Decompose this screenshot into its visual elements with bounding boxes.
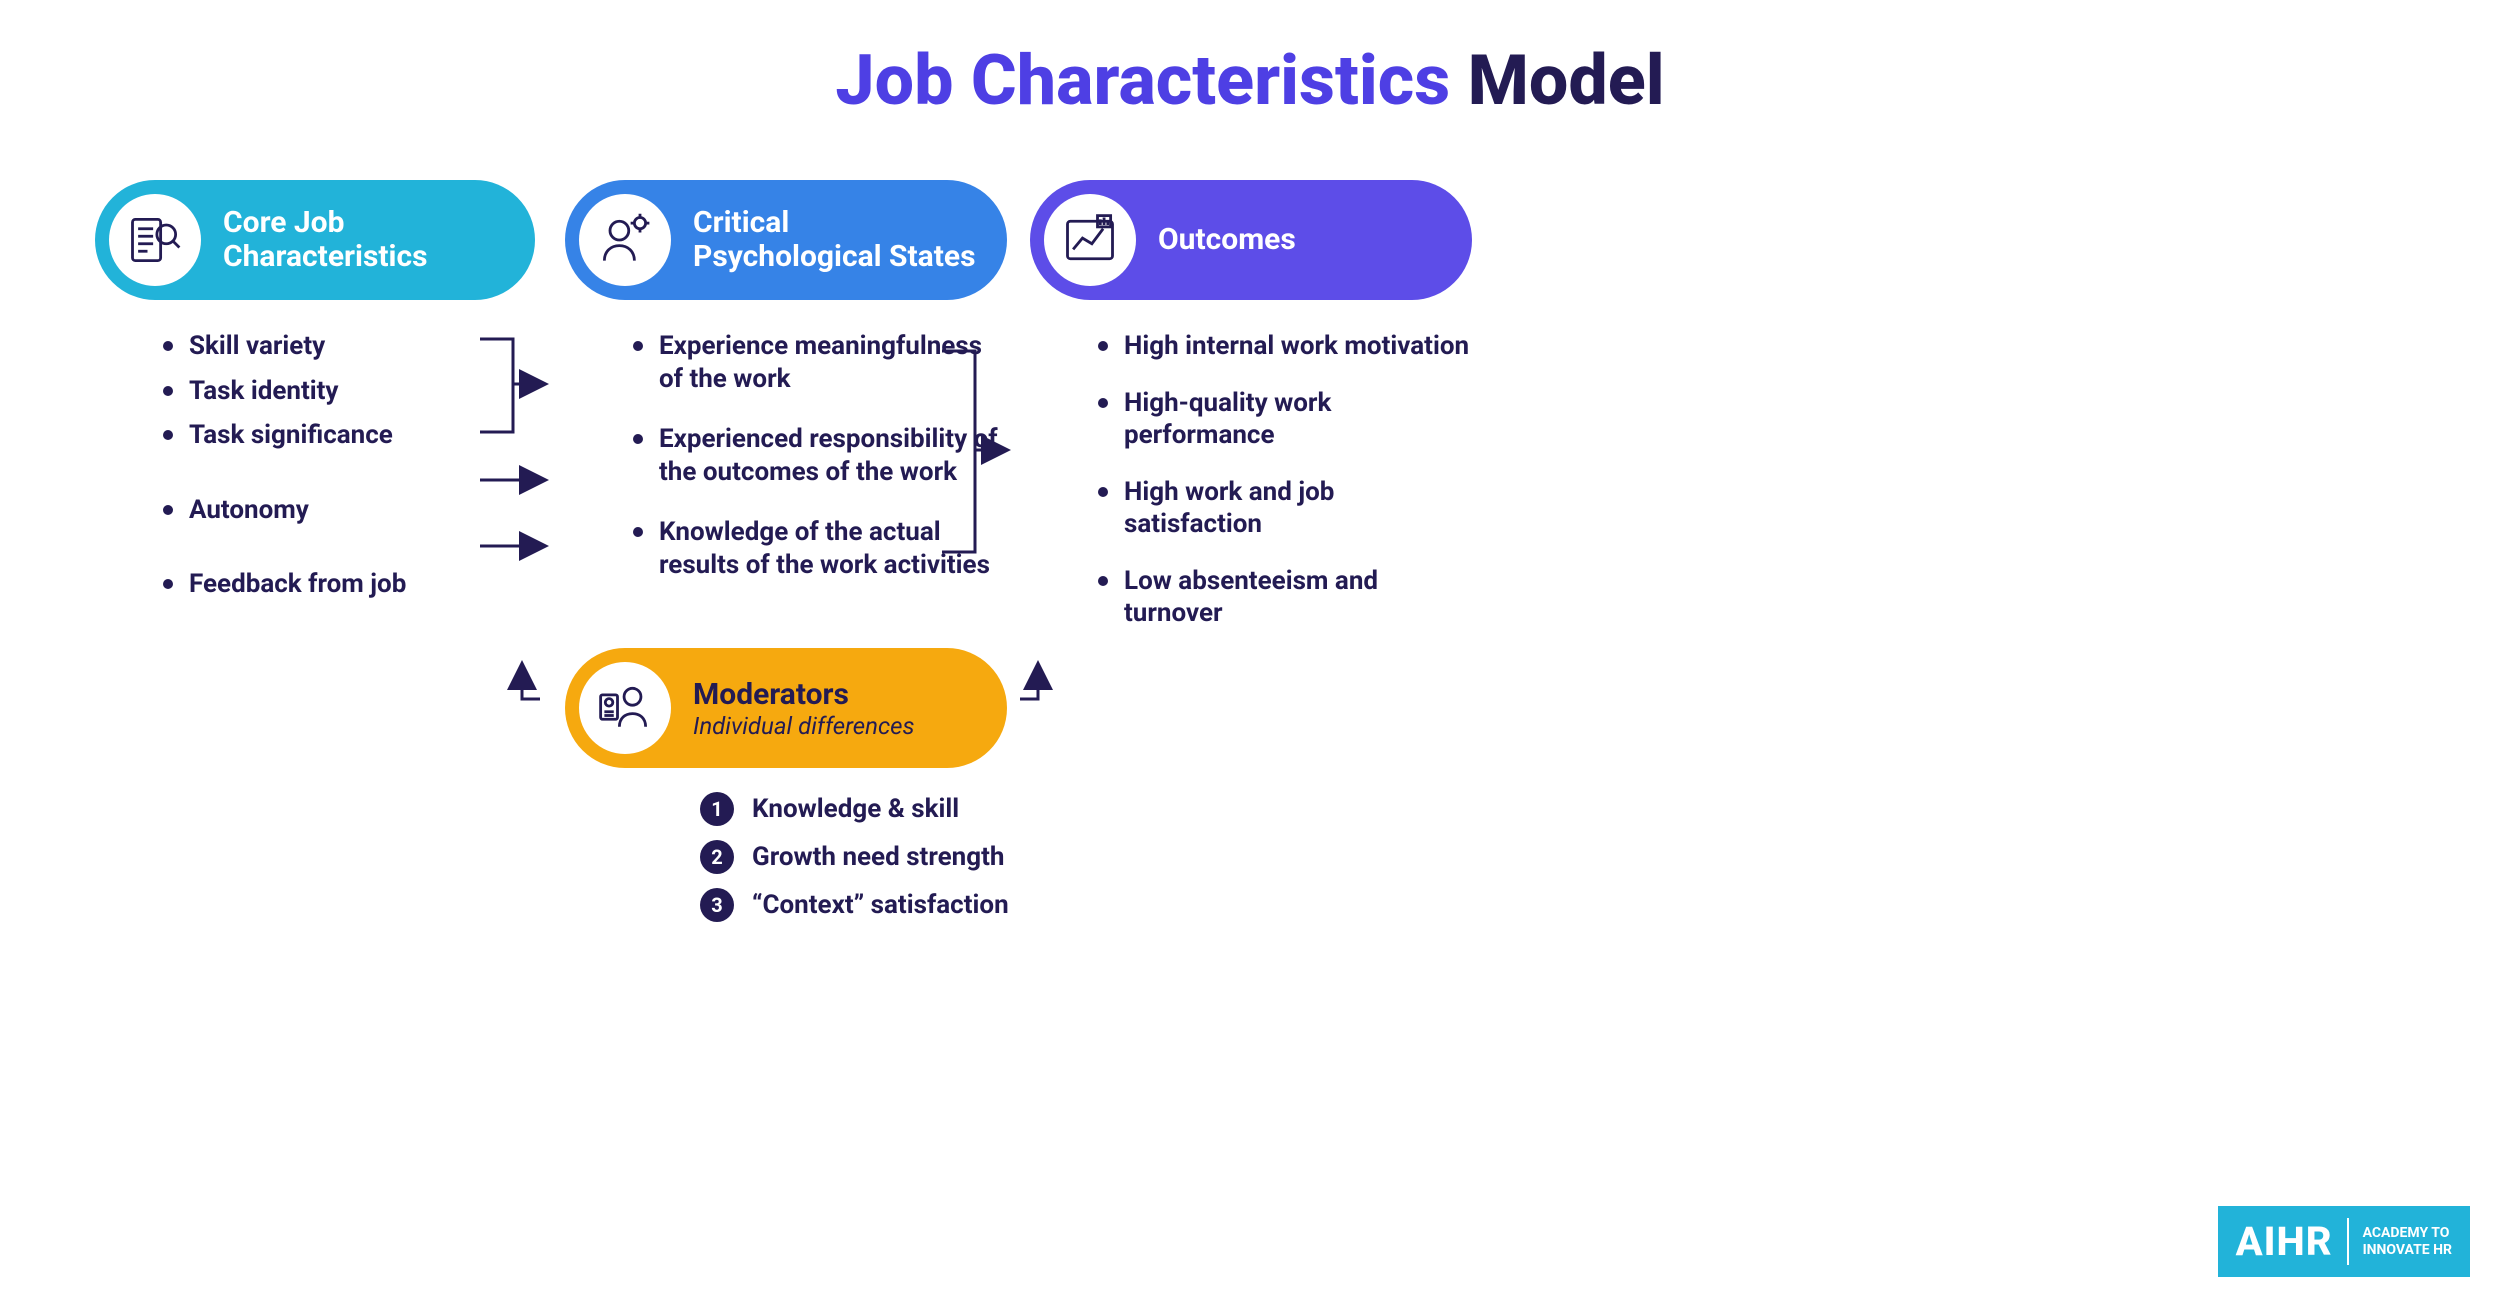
pill-psych-label: Critical Psychological States	[693, 206, 977, 275]
pill-outcomes: Outcomes	[1030, 180, 1472, 300]
outcome-item: Low absenteeism and turnover	[1098, 565, 1472, 630]
moderators-list: 1 Knowledge & skill 2 Growth need streng…	[700, 792, 1009, 936]
num-badge: 3	[700, 888, 734, 922]
title-part1: Job Characteristics	[835, 40, 1450, 122]
moderators-title: Moderators	[693, 677, 915, 712]
person-gear-icon	[579, 194, 671, 286]
psych-list: Experience meaningfulness of the work Ex…	[565, 330, 1007, 581]
pill-moderators: Moderators Individual differences	[565, 648, 1007, 768]
mod-item: “Context” satisfaction	[752, 890, 1009, 920]
mod-row: 1 Knowledge & skill	[700, 792, 1009, 826]
pill-psych: Critical Psychological States	[565, 180, 1007, 300]
pill-core-label: Core Job Characteristics	[223, 206, 505, 275]
core-list: Skill variety Task identity Task signifi…	[95, 330, 535, 601]
aihr-logo: AIHR ACADEMY TO INNOVATE HR	[2218, 1206, 2470, 1277]
pill-outcomes-label: Outcomes	[1158, 223, 1296, 258]
person-dashboard-icon	[579, 662, 671, 754]
mod-row: 2 Growth need strength	[700, 840, 1009, 874]
column-core: Core Job Characteristics Skill variety T…	[95, 180, 535, 613]
core-item: Task significance	[163, 419, 535, 452]
mod-item: Growth need strength	[752, 842, 1004, 872]
column-psych: Critical Psychological States Experience…	[565, 180, 1007, 609]
logo-tagline: ACADEMY TO INNOVATE HR	[2349, 1225, 2452, 1259]
moderators-sub: Individual differences	[693, 712, 915, 740]
outcome-item: High work and job satisfaction	[1098, 476, 1472, 541]
chart-icon	[1044, 194, 1136, 286]
logo-text: AIHR	[2236, 1218, 2349, 1265]
num-badge: 2	[700, 840, 734, 874]
title-part2: Model	[1468, 40, 1665, 122]
search-doc-icon	[109, 194, 201, 286]
outcomes-list: High internal work motivation High-quali…	[1030, 330, 1472, 630]
pill-core: Core Job Characteristics	[95, 180, 535, 300]
core-item: Autonomy	[163, 494, 535, 527]
core-item: Task identity	[163, 375, 535, 408]
mod-row: 3 “Context” satisfaction	[700, 888, 1009, 922]
psych-item: Experience meaningfulness of the work	[633, 330, 1007, 395]
outcome-item: High internal work motivation	[1098, 330, 1472, 363]
psych-item: Knowledge of the actual results of the w…	[633, 516, 1007, 581]
outcome-item: High-quality work performance	[1098, 387, 1472, 452]
core-item: Skill variety	[163, 330, 535, 363]
column-outcomes: Outcomes High internal work motivation H…	[1030, 180, 1472, 654]
core-item: Feedback from job	[163, 568, 535, 601]
mod-item: Knowledge & skill	[752, 794, 959, 824]
num-badge: 1	[700, 792, 734, 826]
diagram-title: Job Characteristics Model	[0, 40, 2500, 122]
psych-item: Experienced responsibility of the outcom…	[633, 423, 1007, 488]
